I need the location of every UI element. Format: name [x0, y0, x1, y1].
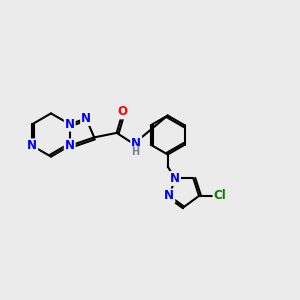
- Text: N: N: [27, 139, 37, 152]
- Text: H: H: [131, 147, 140, 157]
- Text: N: N: [164, 189, 174, 203]
- Text: N: N: [81, 112, 91, 125]
- Text: O: O: [117, 105, 127, 119]
- Text: N: N: [65, 139, 75, 152]
- Text: Cl: Cl: [214, 189, 226, 203]
- Text: N: N: [131, 136, 141, 150]
- Text: N: N: [65, 118, 75, 131]
- Text: N: N: [170, 172, 180, 185]
